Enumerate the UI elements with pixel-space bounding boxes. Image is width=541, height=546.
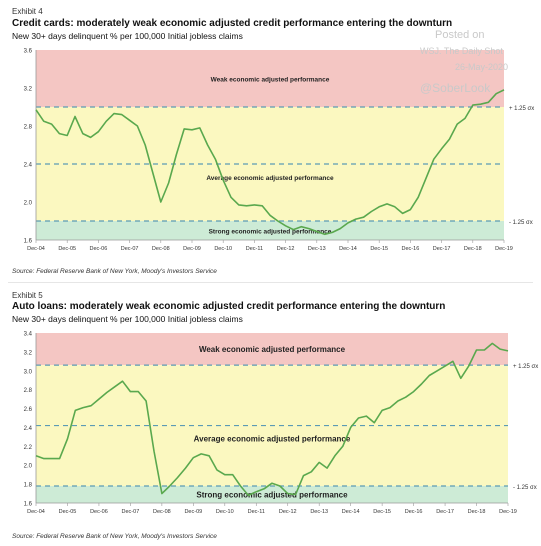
- y-tick-label: 2.2: [24, 445, 33, 451]
- average-zone-label: Average economic adjusted performance: [194, 435, 351, 444]
- x-tick-label: Dec-12: [279, 509, 297, 515]
- x-tick-label: Dec-04: [27, 246, 45, 252]
- x-tick-label: Dec-16: [405, 509, 423, 515]
- chart-source: Source: Federal Reserve Bank of New York…: [12, 533, 217, 540]
- x-tick-label: Dec-17: [436, 509, 454, 515]
- x-tick-label: Dec-12: [277, 246, 295, 252]
- chart-title: Credit cards: moderately weak economic a…: [12, 18, 453, 29]
- x-tick-label: Dec-10: [216, 509, 234, 515]
- strong-zone-label: Strong economic adjusted performance: [196, 491, 348, 500]
- x-tick-label: Dec-14: [339, 246, 357, 252]
- chart-subtitle: New 30+ days delinquent % per 100,000 In…: [12, 314, 243, 324]
- series-line: [35, 342, 509, 497]
- y-tick-label: 1.6: [24, 502, 33, 508]
- x-tick-label: Dec-05: [59, 509, 77, 515]
- watermark-posted-on: Posted on: [435, 29, 485, 41]
- x-tick-label: Dec-19: [495, 246, 513, 252]
- x-tick-label: Dec-09: [184, 509, 202, 515]
- x-tick-label: Dec-18: [464, 246, 482, 252]
- x-tick-label: Dec-13: [310, 509, 328, 515]
- y-tick-label: 3.0: [24, 369, 33, 375]
- x-tick-label: Dec-19: [499, 509, 517, 515]
- y-tick-label: 3.2: [24, 350, 33, 356]
- y-tick-label: 2.8: [24, 125, 33, 131]
- x-tick-label: Dec-08: [153, 509, 171, 515]
- chart-source: Source: Federal Reserve Bank of New York…: [12, 268, 217, 275]
- lower-sigma-label: - 1.25 σx: [509, 220, 533, 226]
- upper-sigma-label: + 1.25 σx: [509, 106, 534, 112]
- weak-zone-label: Weak economic adjusted performance: [211, 77, 330, 84]
- y-tick-label: 1.6: [24, 239, 33, 245]
- y-tick-label: 3.4: [24, 332, 33, 338]
- lower-sigma-label: - 1.25 σx: [513, 485, 537, 491]
- watermark-date: 26-May-2020: [455, 62, 509, 72]
- x-tick-label: Dec-07: [122, 509, 140, 515]
- chart-title: Auto loans: moderately weak economic adj…: [12, 301, 446, 312]
- auto-loans-chart: Weak economic adjusted performance Averag…: [24, 332, 539, 516]
- x-tick-label: Dec-06: [90, 509, 108, 515]
- strong-zone-label: Strong economic adjusted performance: [209, 229, 332, 236]
- exhibit-label: Exhibit 4: [12, 7, 43, 16]
- credit-cards-chart: Weak economic adjusted performance Averag…: [24, 49, 535, 253]
- y-tick-label: 2.8: [24, 388, 33, 394]
- x-tick-label: Dec-16: [402, 246, 420, 252]
- x-tick-label: Dec-17: [433, 246, 451, 252]
- watermark-source: WSJ. The Daily Shot: [420, 46, 503, 56]
- x-tick-label: Dec-10: [214, 246, 232, 252]
- y-tick-label: 2.0: [24, 201, 33, 207]
- strong-zone: [36, 221, 504, 240]
- x-tick-label: Dec-18: [468, 509, 486, 515]
- x-tick-label: Dec-15: [373, 509, 391, 515]
- strong-zone: [36, 486, 508, 503]
- x-tick-label: Dec-09: [183, 246, 201, 252]
- x-tick-label: Dec-07: [121, 246, 139, 252]
- weak-zone: [36, 333, 508, 366]
- x-tick-label: Dec-08: [152, 246, 170, 252]
- y-tick-label: 1.8: [24, 483, 33, 489]
- average-zone-label: Average economic adjusted performance: [206, 175, 334, 182]
- y-tick-label: 2.6: [24, 407, 33, 413]
- weak-zone-label: Weak economic adjusted performance: [199, 345, 346, 354]
- y-tick-label: 2.4: [24, 163, 33, 169]
- series-line: [35, 89, 505, 236]
- divider: [8, 282, 533, 283]
- exhibit-label: Exhibit 5: [12, 291, 43, 300]
- chart-subtitle: New 30+ days delinquent % per 100,000 In…: [12, 31, 243, 41]
- y-tick-label: 2.0: [24, 464, 33, 470]
- weak-zone: [36, 50, 504, 107]
- x-tick-label: Dec-05: [58, 246, 76, 252]
- x-tick-label: Dec-13: [308, 246, 326, 252]
- x-tick-label: Dec-04: [27, 509, 45, 515]
- x-tick-label: Dec-06: [90, 246, 108, 252]
- x-tick-label: Dec-11: [246, 246, 263, 252]
- x-tick-label: Dec-11: [248, 509, 265, 515]
- x-tick-label: Dec-14: [342, 509, 360, 515]
- watermark-handle: @SoberLook: [420, 81, 491, 95]
- upper-sigma-label: + 1.25 σx: [513, 364, 538, 370]
- x-tick-label: Dec-15: [370, 246, 388, 252]
- y-tick-label: 3.6: [24, 49, 33, 55]
- y-tick-label: 3.2: [24, 87, 33, 93]
- y-tick-label: 2.4: [24, 426, 33, 432]
